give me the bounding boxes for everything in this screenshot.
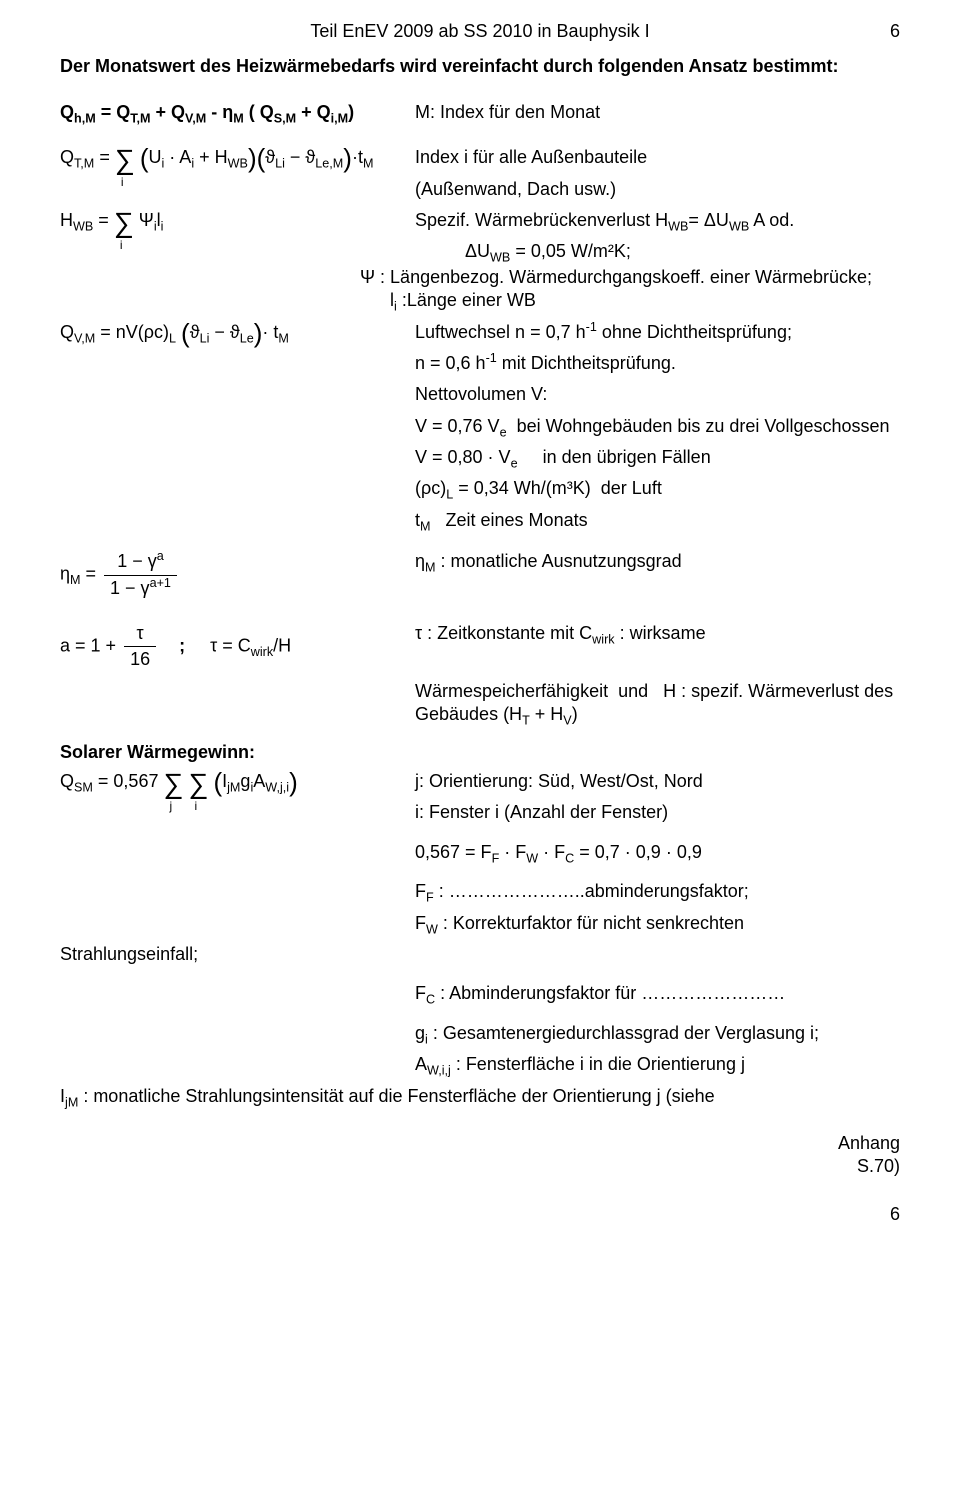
eq-qvm-tm: tM Zeit eines Monats [415,509,900,532]
anhang: AnhangS.70) [60,1132,900,1179]
eq-eta-right: ηM : monatliche Ausnutzungsgrad [415,550,900,573]
header-bar: Teil EnEV 2009 ab SS 2010 in Bauphysik I… [60,20,900,43]
eq-qtm-right: Index i für alle Außenbauteile [415,146,900,169]
solar-aw: AW,i,j : Fensterfläche i in die Orientie… [415,1053,900,1076]
qvm-r1b: ohne Dichtheitsprüfung; [597,322,792,342]
eq-qtm: QT,M = ∑i (Ui · Ai + HWB)(ϑLi − ϑLe,M)·t… [60,146,900,169]
page-number-bottom: 6 [60,1203,900,1226]
eq-qvm-left: QV,M = nV(ρc)L (ϑLi − ϑLe)· tM [60,321,415,344]
eq-eta-left: ηM = 1 − γa 1 − γa+1 [60,550,415,600]
qvm-r1a: Luftwechsel n = 0,7 h [415,322,586,342]
page-number-top: 6 [890,20,900,43]
strahlungseinfall: Strahlungseinfall; [60,943,900,966]
page: Teil EnEV 2009 ab SS 2010 in Bauphysik I… [0,0,960,1266]
qvm-r2b: mit Dichtheitsprüfung. [497,353,676,373]
eq-qtm-left: QT,M = ∑i (Ui · Ai + HWB)(ϑLi − ϑLe,M)·t… [60,146,415,169]
eq-a-r2: Wärmespeicherfähigkeit und H : spezif. W… [415,680,900,727]
eq-hwb-r1: Spezif. Wärmebrückenverlust HWB= ΔUWB A … [415,209,900,232]
eq-qvm-v1: V = 0,76 Ve bei Wohngebäuden bis zu drei… [415,415,900,438]
eq-qsm: QSM = 0,567 ∑j ∑i (IjMgiAW,j,i) j: Orien… [60,770,900,793]
intro-text: Der Monatswert des Heizwärmebedarfs wird… [60,55,900,78]
solar-j: j: Orientierung: Süd, West/Ost, Nord [415,770,900,793]
eq-qvm-v2: V = 0,80 · Ve in den übrigen Fällen [415,446,900,469]
eq-hwb: HWB = ∑i Ψili Spezif. Wärmebrückenverlus… [60,209,900,232]
solar-fc: FC : Abminderungsfaktor für …………………… [415,982,900,1005]
eq-qvm-r1: Luftwechsel n = 0,7 h-1 ohne Dichtheitsp… [415,321,900,344]
solar-i: i: Fenster i (Anzahl der Fenster) [415,801,900,824]
eq-qvm-rhoc: (ρc)L = 0,34 Wh/(m³K) der Luft [415,477,900,500]
eq-a-left: a = 1 + τ 16 ; τ = Cwirk/H [60,622,415,672]
eq-a: a = 1 + τ 16 ; τ = Cwirk/H τ : Zeitkonst… [60,622,900,672]
solar-const: 0,567 = FF · FW · FC = 0,7 · 0,9 · 0,9 [415,841,900,864]
solar-ijm: IjM : monatliche Strahlungsintensität au… [60,1085,900,1108]
eq-qtm-aussen: (Außenwand, Dach usw.) [415,178,900,201]
solar-heading: Solarer Wärmegewinn: [60,741,900,764]
qvm-r2a: n = 0,6 h [415,353,486,373]
solar-gi: gi : Gesamtenergiedurchlassgrad der Verg… [415,1022,900,1045]
eq-eta: ηM = 1 − γa 1 − γa+1 ηM : monatliche Aus… [60,550,900,600]
eq-qhm-right: M: Index für den Monat [415,101,900,124]
solar-ff: FF : …………………..abminderungsfaktor; [415,880,900,903]
eq-qvm: QV,M = nV(ρc)L (ϑLi − ϑLe)· tM Luftwechs… [60,321,900,344]
eq-qvm-r2: n = 0,6 h-1 mit Dichtheitsprüfung. [415,352,900,375]
eq-qhm: Qh,M = QT,M + QV,M - ηM ( QS,M + Qi,M) M… [60,101,900,124]
eq-qsm-left: QSM = 0,567 ∑j ∑i (IjMgiAW,j,i) [60,770,415,793]
eq-hwb-r3: Ψ : Längenbezog. Wärmedurchgangskoeff. e… [360,266,900,313]
eq-qvm-netto: Nettovolumen V: [415,383,900,406]
header-title: Teil EnEV 2009 ab SS 2010 in Bauphysik I [310,20,649,43]
solar-fw: FW : Korrekturfaktor für nicht senkrecht… [415,912,900,935]
eq-a-r1: τ : Zeitkonstante mit Cwirk : wirksame [415,622,900,645]
eq-hwb-left: HWB = ∑i Ψili [60,209,415,232]
eq-hwb-r2: ΔUWB = 0,05 W/m²K; [415,240,900,263]
eq-qhm-left: Qh,M = QT,M + QV,M - ηM ( QS,M + Qi,M) [60,101,415,124]
